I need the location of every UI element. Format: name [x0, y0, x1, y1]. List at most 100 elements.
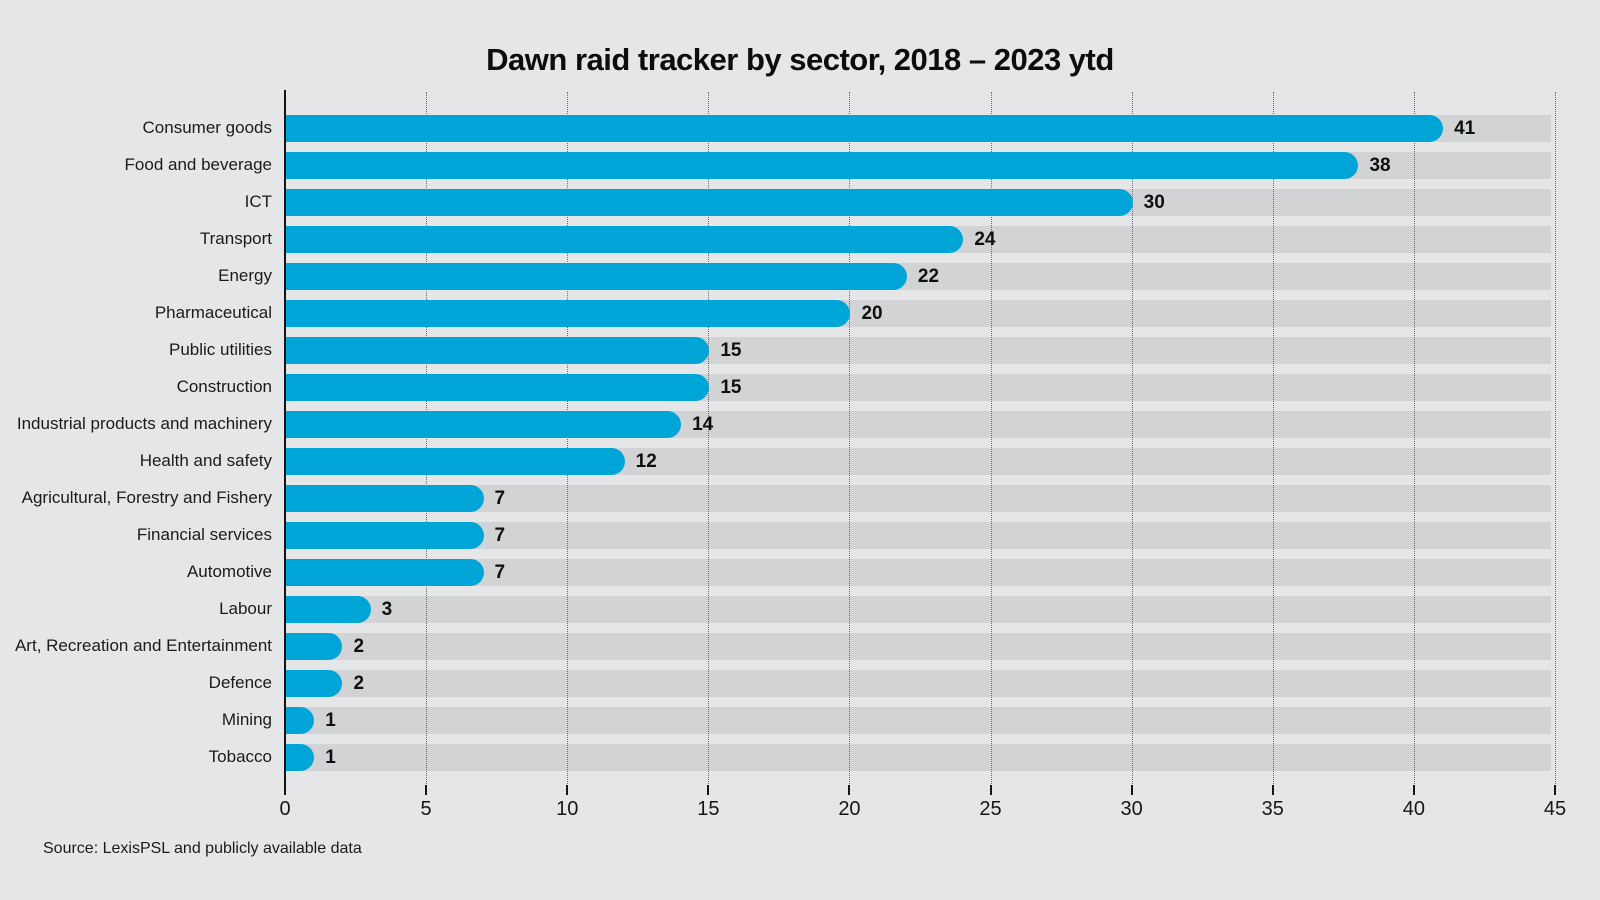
bar-row: Construction 15: [0, 374, 1556, 401]
bar-area: 30: [286, 189, 1556, 216]
bar-track: [286, 522, 1551, 549]
bar: 15: [286, 374, 741, 401]
bar-area: 22: [286, 263, 1556, 290]
category-label: Industrial products and machinery: [16, 414, 272, 433]
value-label: 30: [1143, 192, 1165, 213]
bar-area: 7: [286, 522, 1556, 549]
bar-area: 38: [286, 152, 1556, 179]
bar-row: Public utilities 15: [0, 337, 1556, 364]
y-axis-line: [284, 90, 286, 786]
bar: 2: [286, 670, 364, 697]
bar-row: Defence 2: [0, 670, 1556, 697]
x-tick-label: 45: [1543, 798, 1567, 820]
bar-row: Financial services 7: [0, 522, 1556, 549]
bar-row: Mining 1: [0, 707, 1556, 734]
value-label: 15: [720, 340, 742, 361]
category-label: Public utilities: [169, 340, 272, 359]
bar-area: 15: [286, 337, 1556, 364]
bar: 7: [286, 522, 505, 549]
bar-rows: Consumer goods 41 Food and beverage 38 ICT 30…: [0, 115, 1556, 781]
category-label: ICT: [244, 192, 272, 211]
x-axis: 0 5 10 15 20 25 30 35 40 45: [279, 785, 1566, 845]
category-label: Food and beverage: [124, 155, 272, 174]
bar-area: 7: [286, 485, 1556, 512]
bar-area: 3: [286, 596, 1556, 623]
bar: 22: [286, 263, 939, 290]
bar-area: 24: [286, 226, 1556, 253]
value-label: 7: [494, 525, 506, 546]
bar-track: [286, 707, 1551, 734]
bar-area: 1: [286, 744, 1556, 771]
category-label: Health and safety: [139, 451, 272, 470]
bar-area: 14: [286, 411, 1556, 438]
x-tick-label: 35: [1261, 798, 1284, 820]
bar-area: 7: [286, 559, 1556, 586]
bar-track: [286, 670, 1551, 697]
bar-row: Energy 22: [0, 263, 1556, 290]
bar-area: 15: [286, 374, 1556, 401]
bar: 38: [286, 152, 1391, 179]
bar: 41: [286, 115, 1475, 142]
bar: 1: [286, 744, 336, 771]
bar-row: Pharmaceutical 20: [0, 300, 1556, 327]
bar-row: Agricultural, Forestry and Fishery 7: [0, 485, 1556, 512]
bar-row: Automotive 7: [0, 559, 1556, 586]
bar: 2: [286, 633, 364, 660]
x-tick-label: 0: [279, 798, 291, 820]
x-tick-mark: [566, 785, 569, 795]
category-label: Construction: [176, 377, 272, 396]
bar-row: Industrial products and machinery 14: [0, 411, 1556, 438]
bar-row: Consumer goods 41: [0, 115, 1556, 142]
category-label: Tobacco: [208, 747, 272, 766]
category-label: Defence: [208, 673, 272, 692]
chart-title: Dawn raid tracker by sector, 2018 – 2023…: [486, 42, 1114, 77]
bar-track: [286, 596, 1551, 623]
x-tick-mark: [425, 785, 428, 795]
value-label: 38: [1369, 155, 1391, 176]
x-tick-mark: [284, 785, 286, 795]
category-label: Automotive: [186, 562, 272, 581]
x-tick-label: 25: [979, 798, 1002, 820]
bar-area: 1: [286, 707, 1556, 734]
value-label: 12: [635, 451, 657, 472]
value-label: 24: [974, 229, 996, 250]
value-label: 3: [381, 599, 393, 620]
bar-row: Transport 24: [0, 226, 1556, 253]
bar-row: Health and safety 12: [0, 448, 1556, 475]
value-label: 20: [861, 303, 883, 324]
value-label: 22: [917, 266, 940, 287]
category-label: Financial services: [136, 525, 272, 544]
value-label: 41: [1454, 118, 1476, 139]
x-tick-label: 40: [1402, 798, 1425, 820]
category-label: Agricultural, Forestry and Fishery: [21, 488, 272, 507]
category-label: Transport: [199, 229, 272, 248]
x-tick-label: 30: [1120, 798, 1143, 820]
bar: 30: [286, 189, 1165, 216]
x-tick-label: 15: [697, 798, 720, 820]
value-label: 7: [494, 562, 506, 583]
bar: 7: [286, 485, 505, 512]
bar-track: [286, 559, 1551, 586]
category-label: Pharmaceutical: [154, 303, 272, 322]
bar: 24: [286, 226, 995, 253]
bar-track: [286, 485, 1551, 512]
x-tick-mark: [1412, 785, 1415, 795]
bar-area: 2: [286, 670, 1556, 697]
bar-area: 41: [286, 115, 1556, 142]
value-label: 1: [325, 747, 336, 768]
category-label: Labour: [219, 599, 272, 618]
category-label: Energy: [218, 266, 272, 285]
bar-track: [286, 744, 1551, 771]
x-tick-mark: [989, 785, 992, 795]
bar-row: Labour 3: [0, 596, 1556, 623]
bar-area: 20: [286, 300, 1556, 327]
value-label: 14: [692, 414, 714, 435]
value-label: 1: [325, 710, 336, 731]
category-label: Mining: [221, 710, 272, 729]
bar-row: ICT 30: [0, 189, 1556, 216]
x-tick-label: 5: [420, 798, 432, 820]
x-tick-label: 20: [838, 798, 861, 820]
value-label: 15: [720, 377, 742, 398]
bar-area: 2: [286, 633, 1556, 660]
x-tick-mark: [848, 785, 851, 795]
